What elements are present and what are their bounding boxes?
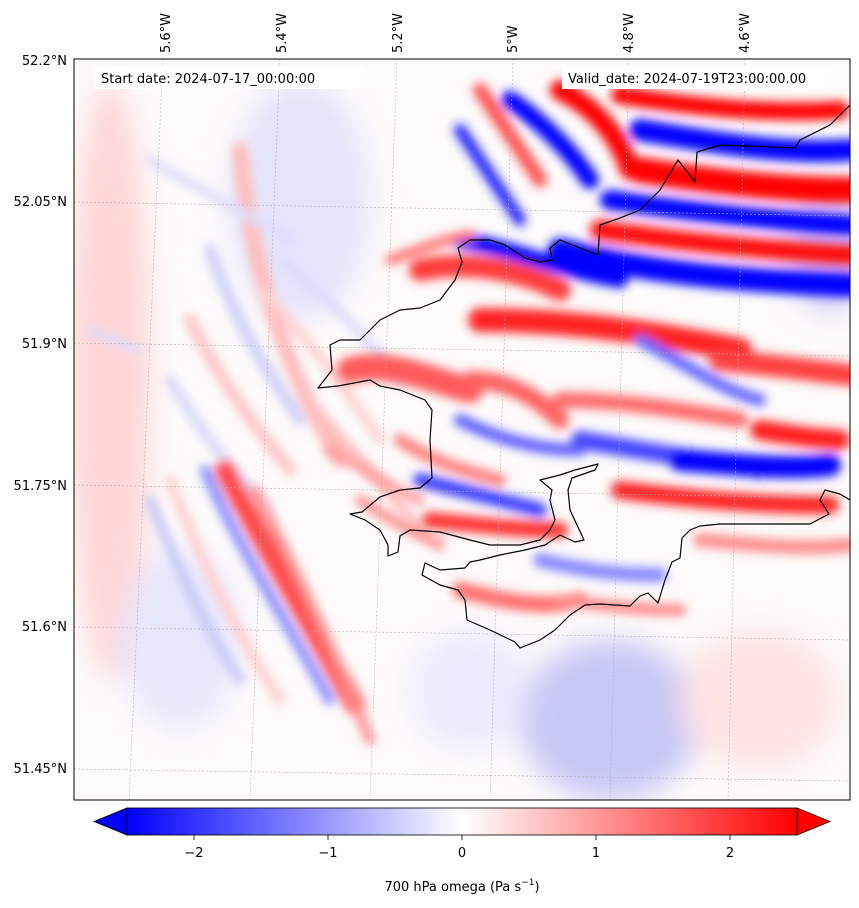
lon-label: 4.8°W (622, 13, 637, 53)
map-frame (73, 58, 851, 801)
longitude-labels: 5.6°W 5.4°W 5.2°W 5°W 4.8°W 4.6°W (159, 13, 753, 53)
lon-label: 4.6°W (738, 13, 753, 53)
lat-label: 52.05°N (14, 195, 67, 210)
colorbar-label: 700 hPa omega (Pa s−1) (384, 878, 539, 895)
colorbar-tick-label: 0 (458, 846, 466, 861)
colorbar-extend-high (796, 807, 832, 836)
colorbar: −2 −1 0 1 2 700 hPa omega (Pa s−1) (92, 807, 832, 895)
omega-field-bands-east (325, 80, 850, 616)
latitude-labels: 52.2°N 52.05°N 51.9°N 51.75°N 51.6°N 51.… (14, 54, 67, 777)
start-date-box: Start date: 2024-07-17_00:00:00 (94, 67, 364, 89)
colorbar-extend-low (92, 807, 128, 836)
lat-label: 51.6°N (22, 620, 67, 635)
colorbar-tick-label: 2 (726, 846, 734, 861)
valid-date-box: Valid_date: 2024-07-19T23:00:00.00 (562, 67, 830, 89)
lat-label: 51.45°N (14, 762, 67, 777)
coastline (317, 104, 850, 649)
lon-label: 5°W (506, 25, 521, 53)
colorbar-ticks: −2 −1 0 1 2 (184, 835, 734, 861)
start-date-label: Start date: 2024-07-17_00:00:00 (101, 72, 315, 87)
colorbar-gradient (126, 807, 798, 836)
map-panel: Start date: 2024-07-17_00:00:00 Valid_da… (74, 59, 850, 800)
graticule (74, 59, 850, 800)
valid-date-label: Valid_date: 2024-07-19T23:00:00.00 (568, 72, 806, 87)
lat-label: 52.2°N (22, 54, 67, 69)
colorbar-tick-label: −1 (318, 846, 337, 861)
lon-label: 5.4°W (275, 13, 290, 53)
lon-label: 5.2°W (391, 13, 406, 53)
lon-label: 5.6°W (159, 13, 174, 53)
colorbar-tick-label: 1 (592, 846, 600, 861)
lat-label: 51.9°N (22, 337, 67, 352)
lat-label: 51.75°N (14, 479, 67, 494)
colorbar-tick-label: −2 (184, 846, 203, 861)
omega-field-waves-west (86, 142, 425, 745)
